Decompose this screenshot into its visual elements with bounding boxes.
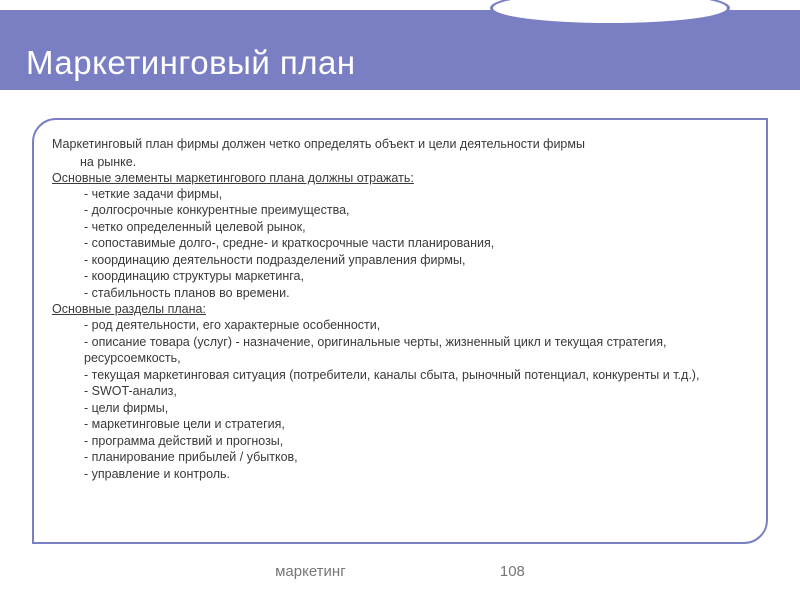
content-frame: Маркетинговый план фирмы должен четко оп… (32, 118, 768, 544)
list-item: - планирование прибылей / убытков, (52, 449, 748, 466)
list-item: - координацию структуры маркетинга, (52, 268, 748, 285)
list-item: - четкие задачи фирмы, (52, 186, 748, 203)
list-item: - управление и контроль. (52, 466, 748, 483)
list-item: - SWOT-анализ, (52, 383, 748, 400)
intro-line-2: на рынке. (52, 155, 748, 169)
list-item: - текущая маркетинговая ситуация (потреб… (52, 367, 748, 384)
list-item: - маркетинговые цели и стратегия, (52, 416, 748, 433)
list-item: - цели фирмы, (52, 400, 748, 417)
list-item: - программа действий и прогнозы, (52, 433, 748, 450)
section1-heading: Основные элементы маркетингового плана д… (52, 171, 748, 185)
list-item: - род деятельности, его характерные особ… (52, 317, 748, 334)
list-item: - сопоставимые долго-, средне- и краткос… (52, 235, 748, 252)
section2-heading: Основные разделы плана: (52, 302, 748, 316)
list-item: - четко определенный целевой рынок, (52, 219, 748, 236)
list-item: - долгосрочные конкурентные преимущества… (52, 202, 748, 219)
footer-label: маркетинг (275, 563, 346, 580)
intro-line-1: Маркетинговый план фирмы должен четко оп… (52, 136, 748, 153)
list-item: - координацию деятельности подразделений… (52, 252, 748, 269)
page-number: 108 (500, 563, 525, 580)
list-item: - описание товара (услуг) - назначение, … (52, 334, 748, 367)
slide-title: Маркетинговый план (26, 44, 356, 82)
list-item: - стабильность планов во времени. (52, 285, 748, 302)
footer: маркетинг 108 (0, 563, 800, 580)
